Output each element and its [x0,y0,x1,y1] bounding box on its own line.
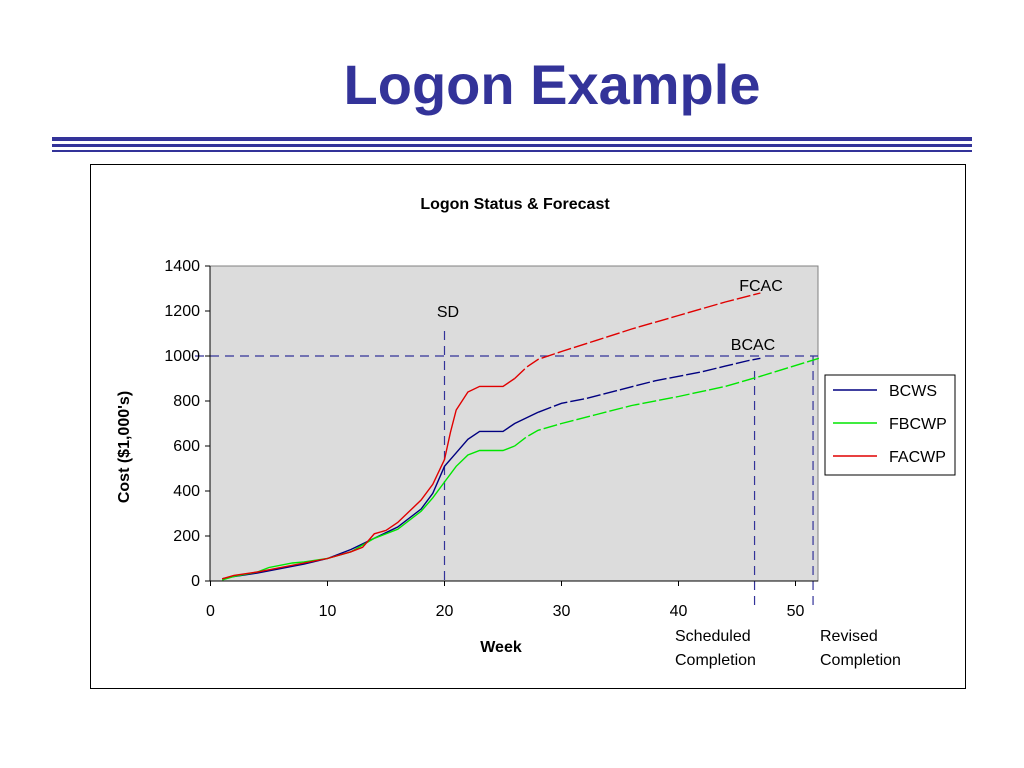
y-tick-label: 1400 [164,258,200,275]
series-lines [222,292,820,581]
legend-label-bcws: BCWS [889,383,937,400]
reference-lines [195,331,818,606]
y-tick-label: 1200 [164,303,200,320]
series-fbcwp-forecast-line [514,357,820,447]
annotation-fcac: FCAC [739,278,783,295]
x-tick-label: 50 [787,603,805,620]
title-rule-thin [52,150,972,152]
y-tick-label: 800 [173,393,200,410]
title-rule-thick [52,137,972,141]
x-tick-label: 20 [436,603,454,620]
series-facwp-forecast-line [514,292,761,380]
y-tick-label: 200 [173,528,200,545]
annotation-revised-line1: Revised [820,628,878,645]
y-tick-label: 600 [173,438,200,455]
series-fbcwp-line [222,445,515,581]
annotation-scheduled-line1: Scheduled [675,628,751,645]
annotation-scheduled-line2: Completion [675,652,756,669]
annotation-revised-line2: Completion [820,652,901,669]
y-tick-label: 0 [191,573,200,590]
x-tick-label: 10 [319,603,337,620]
legend-label-fbcwp: FBCWP [889,416,947,433]
x-axis-label: Week [480,639,522,656]
y-tick-label: 1000 [164,348,200,365]
axes: 0 200 400 600 800 1000 1200 1400 0 10 20 30 40 50 [164,258,818,620]
series-bcws-line [222,411,539,580]
legend: BCWS FBCWP FACWP [824,374,956,476]
x-tick-label: 40 [670,603,688,620]
chart-title: Logon Status & Forecast [420,196,610,213]
y-axis-label: Cost ($1,000's) [116,391,133,503]
x-tick-label: 0 [206,603,215,620]
y-tick-label: 400 [173,483,200,500]
annotation-bcac: BCAC [731,337,775,354]
legend-box [824,374,956,476]
legend-label-facwp: FACWP [889,449,946,466]
annotation-sd: SD [437,304,459,321]
x-tick-label: 30 [553,603,571,620]
series-bcws-forecast-line [537,357,761,413]
slide-title: Logon Example [343,53,761,116]
title-rule-medium [52,144,972,147]
series-facwp-line [222,377,516,580]
